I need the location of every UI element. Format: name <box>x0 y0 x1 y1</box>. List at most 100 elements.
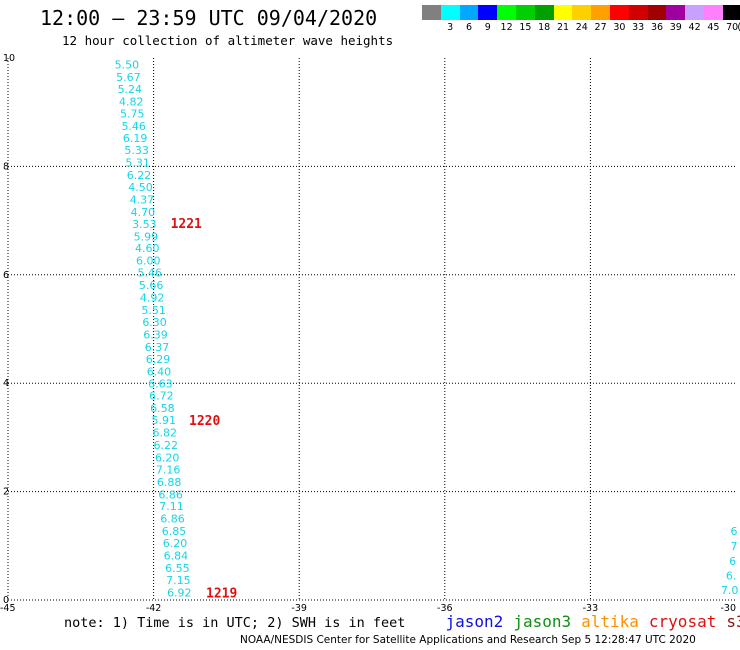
lon-tick-label: -39 <box>291 603 307 614</box>
legend-swatch <box>440 5 460 20</box>
swh-observation: 7.0 <box>721 584 739 597</box>
legend-label: 18 <box>538 22 551 33</box>
swh-observation: 6.20 <box>155 451 180 464</box>
swh-observation: 4.50 <box>128 181 153 194</box>
legend-label: 6 <box>465 22 473 33</box>
swh-observation: 6.40 <box>147 365 172 378</box>
swh-observation: 4.70 <box>131 206 156 219</box>
swh-observation: 4.60 <box>135 242 160 255</box>
legend-swatch <box>572 5 592 20</box>
lon-tick-label: -45 <box>0 603 16 614</box>
swh-observation: 5.99 <box>134 230 159 243</box>
swh-observation: 3.53 <box>132 218 157 231</box>
swh-observation: 5.46 <box>137 267 162 280</box>
legend-label: 21 <box>556 22 570 33</box>
legend-label: 30 <box>613 22 626 33</box>
page-title: 12:00 – 23:59 UTC 09/04/2020 <box>40 6 378 30</box>
swh-observation: 6.55 <box>165 562 190 575</box>
legend-swatch <box>553 5 573 20</box>
swh-observation: 6 <box>729 555 736 568</box>
swh-observation: 7.16 <box>156 463 181 476</box>
legend-swatch <box>685 5 704 20</box>
swh-observation: 5.51 <box>141 304 166 317</box>
satellite-legend: jason2 jason3 altika cryosat s3a <box>414 612 740 631</box>
pass-time-label: 1219 <box>206 586 237 601</box>
legend-label: 70 <box>726 22 739 33</box>
swh-observation: 5.46 <box>121 120 146 133</box>
legend-label: 36 <box>650 22 664 33</box>
swh-observation: 7.15 <box>166 574 191 587</box>
pass-time-layer: 1221 1220 1219 <box>171 217 238 602</box>
swh-observation: 6.29 <box>146 353 171 366</box>
lon-tick-label: -36 <box>437 603 453 614</box>
swh-observation: 5.91 <box>152 414 177 427</box>
lat-tick-label: 2 <box>3 487 9 498</box>
satellite-altika: altika <box>581 612 639 631</box>
satellite-jason2: jason2 <box>445 612 504 631</box>
legend-swatch <box>478 5 498 20</box>
satellite-s3a: s3a <box>726 612 740 631</box>
swh-observation: 5.75 <box>120 107 145 120</box>
swh-observation: 6.00 <box>136 255 161 268</box>
legend-unit: (ft) <box>737 22 740 33</box>
legend-swatch <box>722 5 740 20</box>
lon-tick-label: -33 <box>583 603 599 614</box>
swh-observation: 6.86 <box>158 488 183 501</box>
swh-observation: 6.20 <box>163 537 188 550</box>
swh-observation: 6.84 <box>164 550 189 563</box>
page-subtitle: 12 hour collection of altimeter wave hei… <box>62 33 394 48</box>
legend-label: 27 <box>594 22 607 33</box>
swh-observation: 6.88 <box>157 476 182 489</box>
swh-observation: 6.19 <box>123 132 148 145</box>
swh-observation: 6.92 <box>167 586 192 599</box>
swh-observation: 4.92 <box>140 292 165 305</box>
swh-observation: 6.39 <box>143 328 168 341</box>
legend-swatch <box>422 5 441 20</box>
footer-note: note: 1) Time is in UTC; 2) SWH is in fe… <box>64 612 740 631</box>
legend-swatch <box>609 5 629 20</box>
swh-observation: 6.58 <box>150 402 175 415</box>
legend-swatch <box>647 5 667 20</box>
legend-label: 3 <box>447 22 454 33</box>
pass-time-label: 1220 <box>189 414 220 429</box>
legend-label: 33 <box>632 22 645 33</box>
legend-label: 24 <box>575 22 588 33</box>
legend-swatch <box>703 5 723 20</box>
swh-observation: 5.67 <box>116 71 141 84</box>
lat-tick-label: 6 <box>3 270 9 281</box>
satellite-cryosat: cryosat <box>648 612 717 631</box>
swh-observation: 6.37 <box>145 341 170 354</box>
swh-observation: 6.30 <box>142 316 167 329</box>
legend-label: 12 <box>500 22 513 33</box>
satellite-jason3: jason3 <box>513 612 572 631</box>
legend-swatch <box>534 5 554 20</box>
swh-observation: 5.31 <box>125 157 150 170</box>
color-legend <box>422 5 740 20</box>
swh-observation: 6.22 <box>153 439 178 452</box>
legend-label: 15 <box>519 22 532 33</box>
note-text: note: 1) Time is in UTC; 2) SWH is in fe… <box>64 615 406 631</box>
swh-observation: 5.24 <box>118 83 143 96</box>
swh-observation: 6. <box>726 570 737 583</box>
swh-observation: 7.11 <box>159 500 184 513</box>
swh-observation: 6.22 <box>127 169 152 182</box>
swh-observation: 6.86 <box>160 513 185 526</box>
swh-observation: 6.82 <box>153 427 178 440</box>
swh-observation: 5.50 <box>115 59 140 72</box>
legend-label: 9 <box>484 22 491 33</box>
swh-observation: 7 <box>731 540 738 553</box>
credit-line: NOAA/NESDIS Center for Satellite Applica… <box>240 634 696 646</box>
legend-swatch <box>666 5 686 20</box>
swh-observation: 5.33 <box>124 144 149 157</box>
observation-layer: 5.505.675.244.825.755.466.195.335.316.22… <box>115 59 739 600</box>
lat-tick-label: 8 <box>3 161 9 172</box>
swh-observation: 6.85 <box>162 525 187 538</box>
legend-swatch <box>628 5 648 20</box>
swh-observation: 5.66 <box>139 279 164 292</box>
lon-tick-label: -30 <box>720 603 736 614</box>
swh-observation: 4.37 <box>130 193 155 206</box>
lon-tick-label: -42 <box>146 603 162 614</box>
legend-swatch <box>497 5 516 20</box>
map-grid: 0 2 4 6 8 10 -45 -42 -39 -36 -33 -30 <box>0 53 736 614</box>
